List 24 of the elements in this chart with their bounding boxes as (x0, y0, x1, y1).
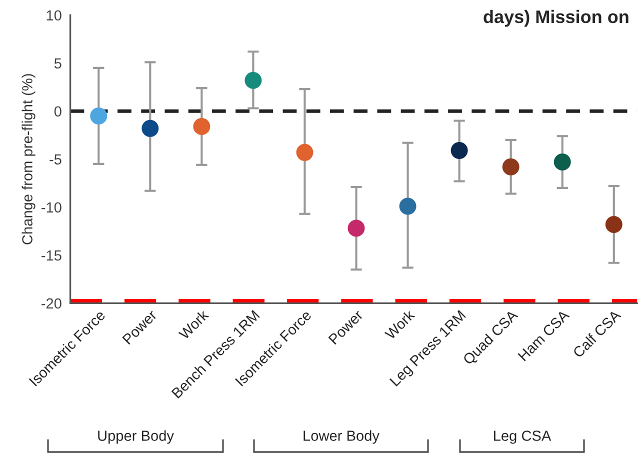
y-tick-label: 5 (54, 58, 62, 69)
point (348, 220, 365, 237)
point (502, 158, 520, 176)
point (244, 72, 262, 89)
y-tick-label: 0 (54, 106, 62, 117)
point (193, 118, 210, 136)
text: Upper Body (98, 430, 174, 444)
x-tick-label: Calf CSA (572, 308, 622, 358)
y-tick-label: -20 (42, 298, 62, 309)
point (450, 142, 468, 160)
point (296, 144, 314, 161)
point (554, 154, 571, 171)
text: Leg CSA (494, 430, 552, 444)
y-tick-label: 10 (46, 10, 62, 21)
y-tick-label: -10 (42, 202, 62, 213)
point (605, 216, 622, 233)
y-tick-label: -5 (50, 154, 62, 165)
y-axis-title: Change from pre-flight (%) (22, 74, 36, 244)
chart-title: days) Mission on (484, 10, 628, 27)
point (142, 120, 159, 137)
point (90, 107, 108, 124)
point (399, 198, 416, 215)
y-tick-label: -15 (42, 250, 62, 261)
text: Lower Body (304, 430, 380, 444)
